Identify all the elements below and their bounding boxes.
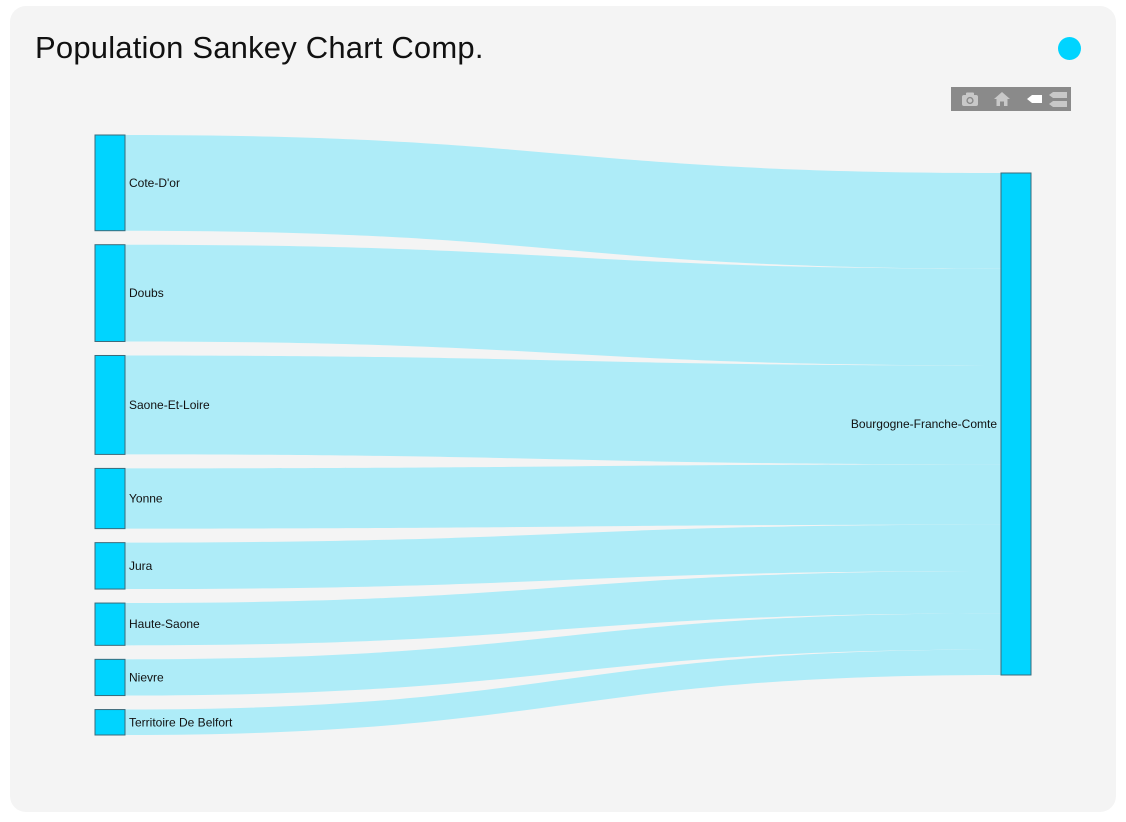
sankey-label-yonne: Yonne	[129, 492, 163, 506]
sankey-label-nievre: Nievre	[129, 670, 164, 684]
sankey-link-jura[interactable]	[125, 524, 1001, 590]
sankey-label-jura: Jura	[129, 559, 153, 573]
sankey-link-nievre[interactable]	[125, 613, 1001, 696]
sankey-node-haute-saone[interactable]	[94, 602, 126, 646]
sankey-node-cote-d-or[interactable]	[94, 134, 126, 232]
sankey-nodes	[94, 134, 1032, 736]
sankey-label-target: Bourgogne-Franche-Comte	[851, 417, 997, 431]
modebar	[951, 87, 1071, 111]
sankey-link-territoire-de-belfort[interactable]	[125, 649, 1001, 735]
sankey-link-doubs[interactable]	[125, 244, 1001, 366]
sankey-label-saone-et-loire: Saone-Et-Loire	[129, 398, 210, 412]
sankey-node-doubs[interactable]	[94, 244, 126, 342]
chart-title: Population Sankey Chart Comp.	[35, 30, 484, 65]
home-icon[interactable]	[991, 89, 1013, 109]
sankey-node-territoire-de-belfort[interactable]	[94, 709, 126, 736]
sankey-link-yonne[interactable]	[125, 464, 1001, 529]
sankey-label-cote-d-or: Cote-D'or	[129, 176, 180, 190]
sankey-label-territoire-de-belfort: Territoire De Belfort	[129, 715, 233, 729]
sankey-node-nievre[interactable]	[94, 658, 126, 697]
camera-icon[interactable]	[959, 89, 981, 109]
sankey-node-yonne[interactable]	[94, 467, 126, 530]
sankey-node-target[interactable]	[1000, 172, 1032, 676]
sankey-links	[125, 135, 1001, 735]
sankey-label-doubs: Doubs	[129, 286, 164, 300]
status-dot	[1058, 37, 1081, 60]
sankey-link-haute-saone[interactable]	[125, 571, 1001, 646]
hover-compare-icon[interactable]	[1047, 89, 1069, 109]
sankey-label-haute-saone: Haute-Saone	[129, 617, 200, 631]
sankey-node-saone-et-loire[interactable]	[94, 354, 126, 455]
sankey-node-jura[interactable]	[94, 542, 126, 590]
sankey-link-cote-d-or[interactable]	[125, 135, 1001, 269]
sankey-link-saone-et-loire[interactable]	[125, 355, 1001, 465]
hover-closest-icon[interactable]	[1023, 89, 1045, 109]
sankey-labels: Cote-D'or Doubs Saone-Et-Loire Yonne Jura Hau…	[129, 176, 997, 729]
